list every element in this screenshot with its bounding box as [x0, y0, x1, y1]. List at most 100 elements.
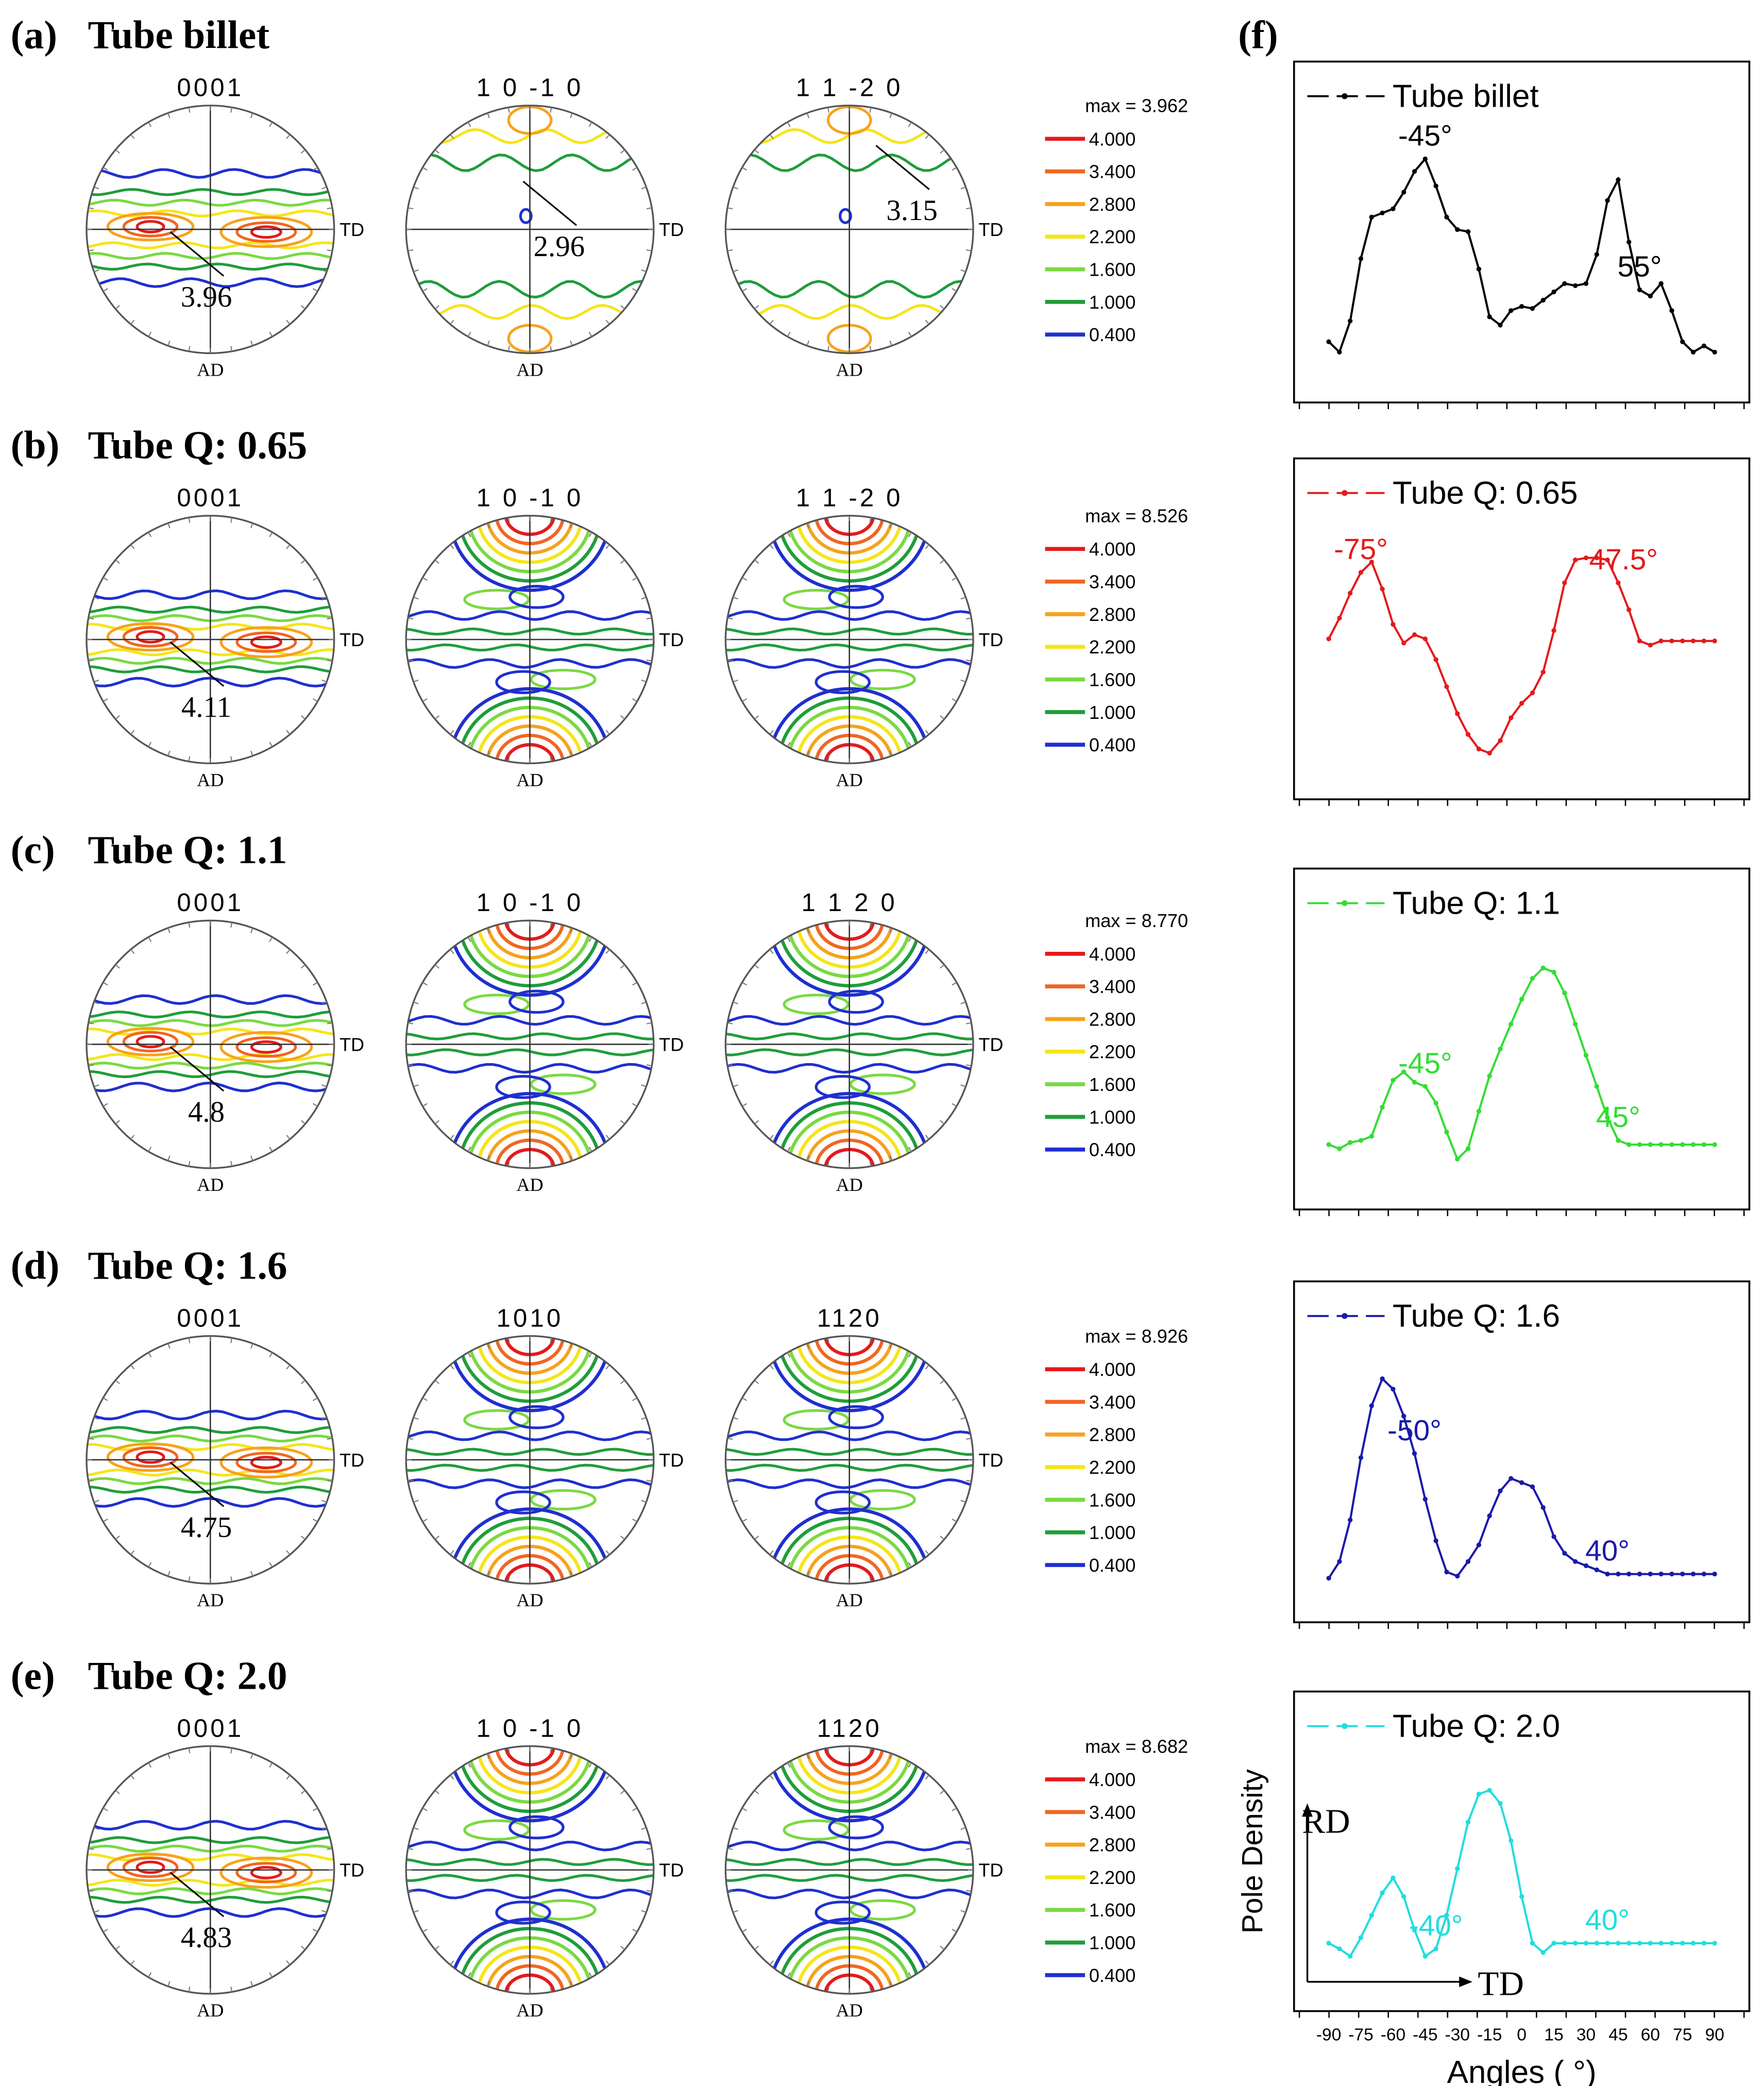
- data-point: [1422, 1496, 1428, 1502]
- rim-tick: [115, 715, 120, 720]
- rim-tick: [88, 1890, 94, 1892]
- peak-annotation: -75°: [1334, 533, 1388, 566]
- data-point: [1616, 177, 1621, 182]
- rim-tick: [269, 742, 273, 747]
- plane-label: 1010: [497, 1304, 564, 1332]
- ad-label: AD: [516, 1590, 543, 1610]
- rim-tick: [413, 269, 419, 273]
- contour-loop: [828, 585, 884, 609]
- rim-tick: [620, 1535, 625, 1540]
- data-point: [1498, 1801, 1503, 1806]
- rim-tick: [321, 1910, 327, 1913]
- data-point: [1626, 607, 1632, 612]
- rim-tick: [422, 577, 428, 581]
- rim-tick: [908, 1762, 912, 1768]
- rim-tick: [94, 1827, 99, 1830]
- rim-tick: [960, 1500, 966, 1503]
- legend-level: 1.600: [1089, 259, 1135, 280]
- rim-tick: [940, 1535, 945, 1540]
- data-point: [1465, 732, 1471, 737]
- rim-tick: [605, 1774, 610, 1780]
- plane-label: 1 0 -1 0: [477, 889, 584, 917]
- callout-leader: [169, 1046, 225, 1092]
- rim-tick: [467, 1562, 471, 1568]
- rim-tick: [889, 1981, 892, 1987]
- contour-loop: [250, 1456, 282, 1469]
- data-point: [1465, 1820, 1471, 1825]
- pole-figure: 0001 TD AD 3.96: [86, 74, 364, 380]
- contour-loop: [508, 1405, 565, 1429]
- rim-tick: [769, 544, 774, 549]
- rim-tick: [925, 949, 929, 954]
- data-point: [1594, 1941, 1600, 1946]
- data-point: [1358, 1455, 1364, 1460]
- rim-tick: [286, 1365, 291, 1370]
- rim-tick: [960, 1417, 966, 1420]
- rim-tick: [727, 1022, 733, 1024]
- rim-tick: [422, 1397, 428, 1401]
- rim-tick: [641, 596, 647, 600]
- rim-tick: [327, 1064, 333, 1067]
- rim-tick: [806, 928, 809, 933]
- data-point: [1530, 306, 1535, 311]
- ad-label: AD: [197, 769, 224, 790]
- rim-tick: [94, 269, 99, 273]
- rim-tick: [620, 1790, 625, 1794]
- rim-tick: [507, 756, 510, 762]
- data-point: [1487, 750, 1492, 756]
- rim-tick: [269, 122, 273, 127]
- contour-loop: [815, 1075, 871, 1099]
- rim-tick: [327, 207, 333, 210]
- panel-title: Tube Q: 0.65: [88, 423, 308, 467]
- data-point: [1616, 1138, 1621, 1143]
- rim-tick: [300, 964, 306, 969]
- rim-tick: [148, 331, 152, 337]
- data-point: [1701, 638, 1707, 644]
- rim-tick: [605, 949, 610, 954]
- legend-level: 1.600: [1089, 1899, 1135, 1921]
- rim-tick: [769, 949, 774, 954]
- callout-leader: [169, 641, 225, 687]
- rim-tick: [940, 1945, 945, 1950]
- rim-tick: [250, 1981, 253, 1987]
- rim-tick: [925, 730, 929, 735]
- contour-loop: [219, 626, 313, 659]
- rim-tick: [300, 1380, 306, 1384]
- panel-title: Tube Q: 1.6: [88, 1243, 287, 1287]
- data-point: [1401, 1069, 1406, 1074]
- contour-loop: [783, 588, 850, 611]
- rim-tick: [952, 288, 957, 292]
- legend-level: 1.000: [1089, 1932, 1135, 1954]
- data-point: [1326, 1142, 1331, 1147]
- callout-leader: [875, 145, 930, 190]
- data-point: [1519, 304, 1524, 309]
- legend-level: 1.000: [1089, 1522, 1135, 1543]
- rim-tick: [434, 715, 439, 720]
- rim-tick: [88, 1479, 94, 1482]
- rim-tick: [188, 107, 191, 113]
- td-arrowhead: [1459, 1976, 1473, 1988]
- rim-tick: [960, 679, 966, 683]
- panel-title: Tube Q: 1.1: [88, 828, 287, 872]
- rim-tick: [940, 1380, 945, 1384]
- rim-tick: [321, 1417, 327, 1420]
- rim-tick: [632, 982, 638, 986]
- peak-annotation: 45°: [1596, 1101, 1640, 1134]
- rim-tick: [130, 949, 135, 954]
- rim-tick: [646, 1848, 652, 1850]
- rim-tick: [321, 186, 327, 190]
- rim-tick: [115, 1380, 120, 1384]
- x-tick-label: -90: [1316, 2026, 1342, 2045]
- data-point: [1626, 1941, 1632, 1946]
- rim-tick: [507, 517, 510, 523]
- rim-tick: [641, 679, 647, 683]
- data-point: [1358, 570, 1364, 575]
- td-label: TD: [659, 629, 684, 650]
- rim-tick: [646, 617, 652, 620]
- rim-tick: [550, 517, 552, 523]
- data-point: [1444, 684, 1449, 689]
- data-point: [1637, 1571, 1642, 1577]
- rim-tick: [167, 1571, 171, 1577]
- data-point: [1690, 638, 1696, 644]
